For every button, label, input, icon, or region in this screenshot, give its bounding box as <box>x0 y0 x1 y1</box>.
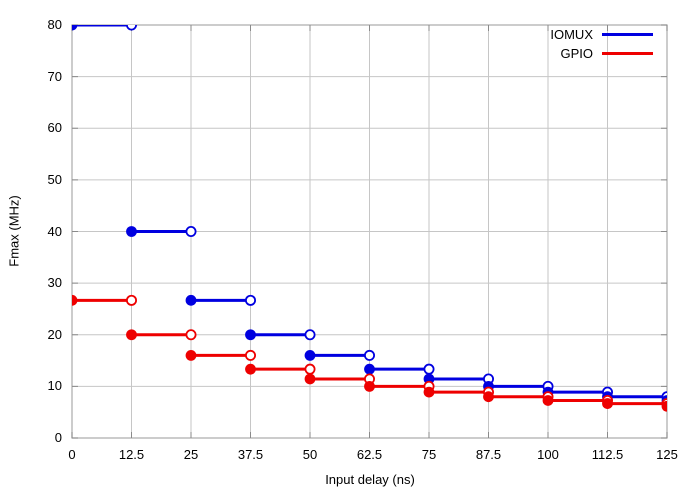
x-tick-label-100: 100 <box>537 447 559 462</box>
x-tick-label-12.5: 12.5 <box>118 447 145 462</box>
x-tick-label-75: 75 <box>421 447 437 462</box>
x-tick-label-50: 50 <box>302 447 318 462</box>
y-tick-label-80: 80 <box>47 17 62 32</box>
x-tick-label-0: 0 <box>68 447 76 462</box>
y-tick-label-60: 60 <box>47 120 62 136</box>
y-tick-label-10: 10 <box>47 378 62 394</box>
x-tick-label-62.5: 62.5 <box>356 447 383 462</box>
y-axis-title: Fmax (MHz) <box>6 195 22 267</box>
legend-item-iomux: IOMUX <box>550 25 653 44</box>
legend-label-gpio: GPIO <box>560 46 593 61</box>
legend-line-sample-gpio <box>602 52 653 55</box>
x-axis-title: Input delay (ns) <box>325 472 415 487</box>
series-gpio <box>72 294 667 412</box>
x-tick-label-87.5: 87.5 <box>475 447 502 462</box>
y-tick-label-20: 20 <box>47 326 62 342</box>
legend: IOMUX GPIO <box>550 25 653 63</box>
legend-label-iomux: IOMUX <box>550 27 593 42</box>
legend-line-sample-iomux <box>602 33 653 36</box>
legend-item-gpio: GPIO <box>550 44 653 63</box>
series-iomux <box>72 25 667 406</box>
x-tick-label-125: 125 <box>656 447 678 462</box>
x-tick-label-37.5: 37.5 <box>237 447 264 462</box>
y-tick-label-70: 70 <box>47 68 62 84</box>
y-tick-label-50: 50 <box>47 171 62 187</box>
y-tick-label-0: 0 <box>54 430 62 445</box>
x-tick-label-25: 25 <box>183 447 199 462</box>
x-tick-label-112.5: 112.5 <box>591 447 624 462</box>
y-tick-label-40: 40 <box>47 223 62 239</box>
y-tick-label-30: 30 <box>47 275 62 291</box>
